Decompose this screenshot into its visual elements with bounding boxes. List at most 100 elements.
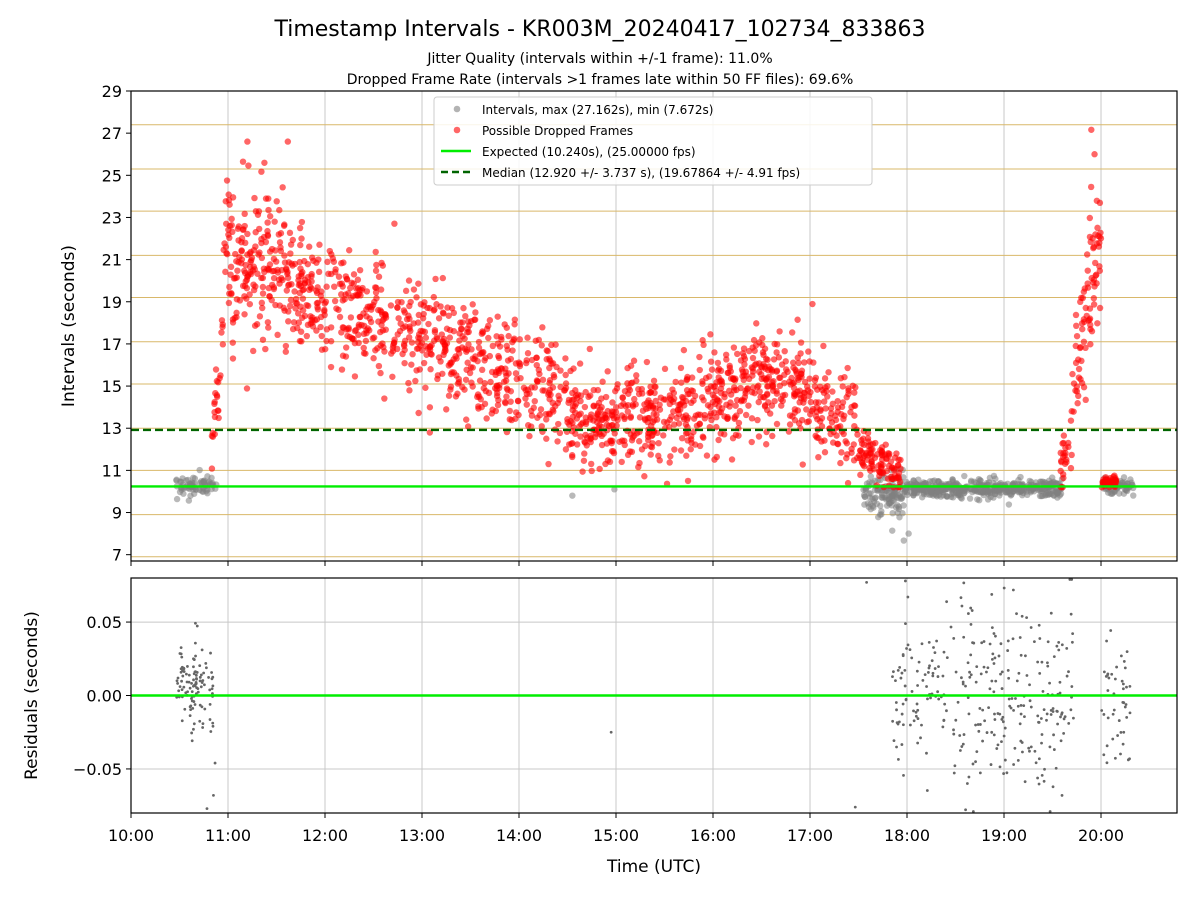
interval-point <box>176 478 184 485</box>
dropped-frame-point <box>832 416 840 424</box>
residual-point <box>1060 711 1064 715</box>
residual-point <box>210 687 214 691</box>
dropped-frame-point <box>394 304 401 311</box>
residual-point <box>904 697 908 701</box>
dropped-frame-point <box>564 419 571 426</box>
residual-point <box>920 642 924 646</box>
dropped-frame-point <box>1075 374 1083 381</box>
dropped-frame-point <box>283 266 290 273</box>
residual-point <box>211 721 215 725</box>
dropped-frame-point <box>428 351 435 358</box>
dropped-frame-point <box>652 397 659 405</box>
dropped-frame-point <box>258 254 266 262</box>
x-tick-label: 18:00 <box>884 826 930 845</box>
dropped-frame-point <box>756 388 763 395</box>
dropped-frame-point <box>274 331 281 339</box>
dropped-frame-point <box>524 350 532 357</box>
dropped-frame-point <box>1096 199 1104 207</box>
dropped-frame-point <box>671 421 678 428</box>
dropped-frame-point <box>282 348 290 355</box>
dropped-frame-point <box>405 379 412 387</box>
dropped-frame-point <box>851 422 858 430</box>
residual-point <box>177 689 181 693</box>
dropped-frame-point <box>593 419 601 426</box>
interval-point <box>204 473 211 480</box>
residual-point <box>1106 716 1110 720</box>
dropped-frame-point <box>737 384 744 392</box>
residual-point <box>1119 731 1123 734</box>
residual-point <box>969 606 973 610</box>
dropped-frame-point <box>684 477 692 485</box>
dropped-frame-point <box>296 224 304 232</box>
residual-point <box>901 723 905 727</box>
dropped-frame-point <box>307 283 314 291</box>
residual-point <box>199 685 203 689</box>
interval-point <box>203 488 210 495</box>
dropped-frame-point <box>268 245 276 253</box>
residual-point <box>1003 758 1007 762</box>
dropped-frame-point <box>265 265 273 273</box>
dropped-frame-point <box>285 308 292 315</box>
residual-point <box>1019 653 1023 657</box>
x-tick-label: 19:00 <box>981 826 1027 845</box>
residual-point <box>1036 660 1040 664</box>
dropped-frame-point <box>274 269 282 276</box>
dropped-frame-point <box>766 410 774 417</box>
residual-point <box>905 647 908 650</box>
dropped-frame-point <box>580 457 588 464</box>
dropped-frame-point <box>821 437 828 444</box>
dropped-frame-point <box>815 453 822 461</box>
residual-point <box>1010 697 1014 700</box>
interval-point <box>892 504 900 511</box>
dropped-frame-point <box>298 235 305 242</box>
residual-point <box>962 733 966 736</box>
dropped-frame-point <box>666 424 673 431</box>
dropped-frame-point <box>779 392 787 399</box>
dropped-frame-point <box>277 247 285 255</box>
residual-point <box>961 680 965 684</box>
dropped-frame-point <box>867 467 874 474</box>
dropped-frame-point <box>211 398 218 406</box>
dropped-frame-point <box>309 319 316 326</box>
residual-point <box>1069 708 1073 712</box>
residual-point <box>194 621 197 625</box>
residual-point <box>210 671 214 674</box>
dropped-frame-point <box>340 324 347 331</box>
dropped-frame-point <box>395 315 402 322</box>
dropped-frame-point <box>588 467 595 475</box>
residual-point <box>996 743 1000 747</box>
dropped-frame-point <box>707 410 715 417</box>
residual-point <box>1018 636 1022 639</box>
dropped-frame-point <box>270 255 278 263</box>
residual-point <box>179 667 183 671</box>
residual-point <box>180 719 184 723</box>
legend-marker-intervals <box>453 105 461 113</box>
residual-point <box>1002 734 1006 738</box>
residual-point <box>992 733 996 737</box>
dropped-frame-point <box>327 363 335 371</box>
dropped-frame-point <box>718 389 725 397</box>
dropped-frame-point <box>505 332 512 340</box>
dropped-frame-point <box>242 239 249 247</box>
dropped-frame-point <box>790 379 798 386</box>
residual-point <box>900 712 904 716</box>
residual-point <box>990 657 994 661</box>
dropped-frame-point <box>565 396 573 404</box>
dropped-frame-point <box>770 356 778 363</box>
dropped-frame-point <box>481 357 488 364</box>
interval-point <box>189 486 197 493</box>
residual-point <box>1000 717 1004 721</box>
interval-point <box>1017 473 1024 481</box>
dropped-frame-point <box>687 446 694 453</box>
dropped-frame-point <box>1060 449 1067 457</box>
dropped-frame-point <box>462 376 470 383</box>
dropped-frame-point <box>227 263 235 271</box>
dropped-frame-point <box>229 319 237 326</box>
residual-point <box>990 730 994 734</box>
dropped-frame-point <box>509 338 516 346</box>
dropped-frame-point <box>850 457 858 464</box>
dropped-frame-point <box>304 260 312 268</box>
dropped-frame-point <box>624 364 631 372</box>
dropped-frame-point <box>533 354 540 361</box>
dropped-frame-point <box>381 310 389 318</box>
